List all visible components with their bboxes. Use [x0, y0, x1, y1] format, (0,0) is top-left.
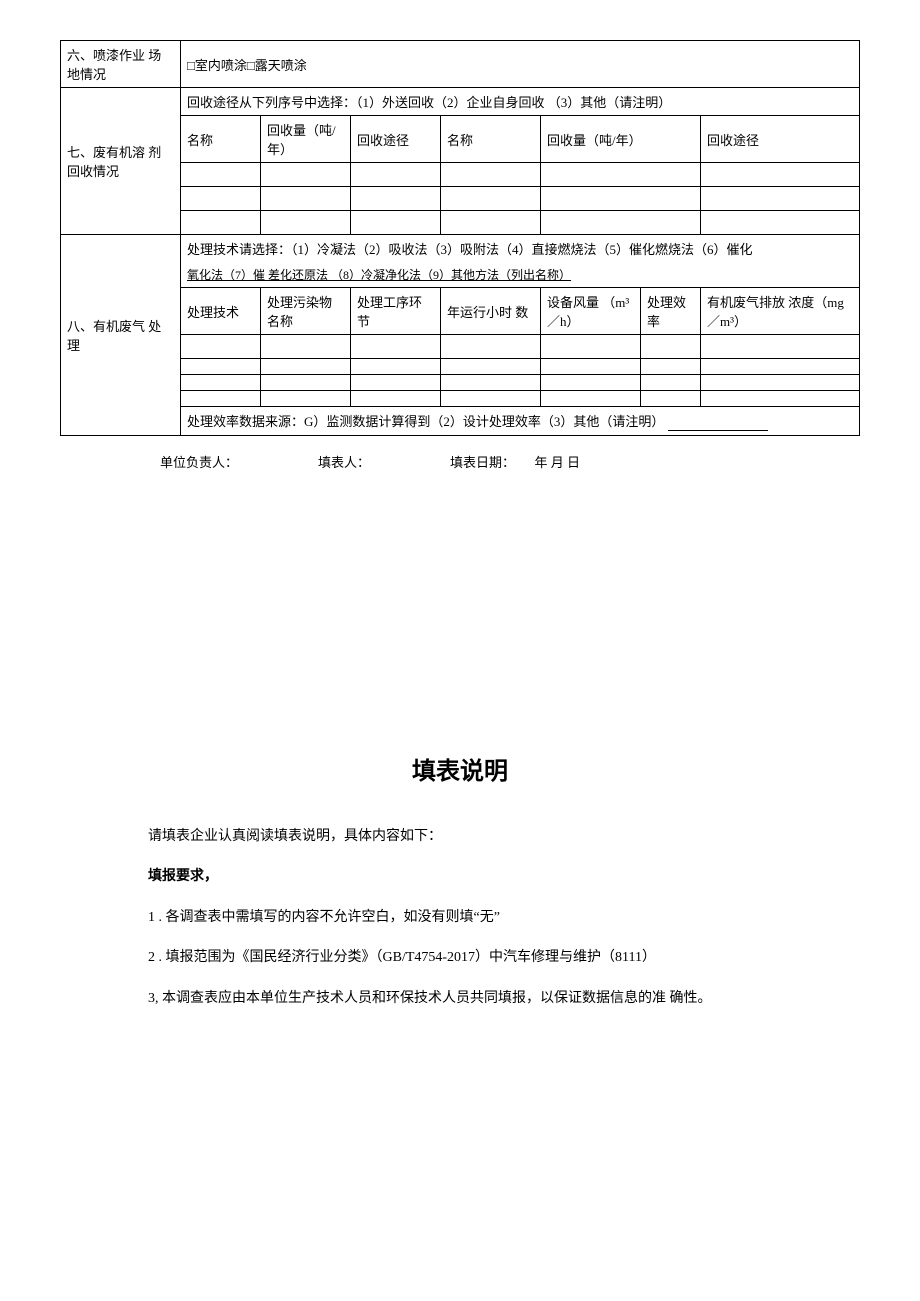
section8-choice-line2: 氧化法（7）催 差化还原法 （8）冷凝净化法（9）其他方法（列出名称） [181, 262, 860, 288]
s8-datarow-1 [61, 335, 860, 359]
s7-hdr-route2: 回收途径 [701, 116, 860, 163]
instructions-item3: 3, 本调查表应由本单位生产技术人员和环保技术人员共同填报，以保证数据信息的准 … [120, 988, 800, 1010]
date-fmt: 年 月 日 [535, 455, 581, 470]
survey-table: 六、喷漆作业 场地情况 □室内喷涂□露天喷涂 七、废有机溶 剂回收情况 回收途径… [60, 40, 860, 436]
s8-hdr-tech: 处理技术 [181, 288, 261, 335]
signature-row: 单位负责人： 填表人： 填表日期： 年 月 日 [60, 444, 860, 471]
section8-source-blank[interactable] [668, 414, 768, 431]
instructions-section: 填表说明 请填表企业认真阅读填表说明，具体内容如下： 填报要求， 1 . 各调查… [60, 751, 860, 1010]
s7-hdr-name1: 名称 [181, 116, 261, 163]
filler-label: 填表人： [318, 452, 370, 471]
date-label-text: 填表日期： [450, 455, 515, 470]
s8-hdr-emission: 有机废气排放 浓度（mg／m³） [701, 288, 860, 335]
instructions-intro: 请填表企业认真阅读填表说明，具体内容如下： [120, 826, 800, 848]
s7-hdr-amount2: 回收量（吨/年） [541, 116, 701, 163]
section7-choice-row: 七、废有机溶 剂回收情况 回收途径从下列序号中选择：（1）外送回收（2）企业自身… [61, 88, 860, 116]
s7-datarow-1 [61, 163, 860, 187]
instructions-title: 填表说明 [120, 751, 800, 786]
s7-hdr-name2: 名称 [441, 116, 541, 163]
date-label: 填表日期： 年 月 日 [450, 452, 580, 471]
s7-hdr-amount1: 回收量（吨/年） [261, 116, 351, 163]
s8-datarow-2 [61, 359, 860, 375]
option-indoor[interactable]: □室内喷涂 [187, 58, 247, 73]
s8-datarow-4 [61, 391, 860, 407]
s8-hdr-hours: 年运行小时 数 [441, 288, 541, 335]
section8-source-cell: 处理效率数据来源：G）监测数据计算得到（2）设计处理效率（3）其他（请注明） [181, 407, 860, 436]
instructions-item1: 1 . 各调查表中需填写的内容不允许空白，如没有则填“无” [120, 907, 800, 929]
section6-options: □室内喷涂□露天喷涂 [181, 41, 860, 88]
s8-hdr-pollutant: 处理污染物名称 [261, 288, 351, 335]
s7-datarow-3 [61, 211, 860, 235]
section7-label: 七、废有机溶 剂回收情况 [61, 88, 181, 235]
instructions-item2: 2 . 填报范围为《国民经济行业分类》（GB/T4754-2017）中汽车修理与… [120, 947, 800, 969]
section8-header-row: 处理技术 处理污染物名称 处理工序环 节 年运行小时 数 设备风量 （m³／h）… [61, 288, 860, 335]
section8-choice-row2: 氧化法（7）催 差化还原法 （8）冷凝净化法（9）其他方法（列出名称） [61, 262, 860, 288]
s7-datarow-2 [61, 187, 860, 211]
s8-datarow-3 [61, 375, 860, 391]
section7-choice-text: 回收途径从下列序号中选择：（1）外送回收（2）企业自身回收 （3）其他（请注明） [181, 88, 860, 116]
section6-label: 六、喷漆作业 场地情况 [61, 41, 181, 88]
section8-source-text: 处理效率数据来源：G）监测数据计算得到（2）设计处理效率（3）其他（请注明） [187, 414, 664, 429]
section8-choice-line1: 处理技术请选择：（1）冷凝法（2）吸收法（3）吸附法（4）直接燃烧法（5）催化燃… [181, 235, 860, 263]
s8-hdr-airflow: 设备风量 （m³／h） [541, 288, 641, 335]
s8-hdr-efficiency: 处理效 率 [641, 288, 701, 335]
option-outdoor[interactable]: □露天喷涂 [247, 58, 307, 73]
section8-label: 八、有机废气 处理 [61, 235, 181, 436]
s8-hdr-process: 处理工序环 节 [351, 288, 441, 335]
instructions-req-title: 填报要求， [120, 866, 800, 888]
section8-choice-row: 八、有机废气 处理 处理技术请选择：（1）冷凝法（2）吸收法（3）吸附法（4）直… [61, 235, 860, 263]
unit-leader-label: 单位负责人： [160, 452, 238, 471]
section6-row: 六、喷漆作业 场地情况 □室内喷涂□露天喷涂 [61, 41, 860, 88]
section7-header-row: 名称 回收量（吨/年） 回收途径 名称 回收量（吨/年） 回收途径 [61, 116, 860, 163]
section8-source-row: 处理效率数据来源：G）监测数据计算得到（2）设计处理效率（3）其他（请注明） [61, 407, 860, 436]
s7-hdr-route1: 回收途径 [351, 116, 441, 163]
